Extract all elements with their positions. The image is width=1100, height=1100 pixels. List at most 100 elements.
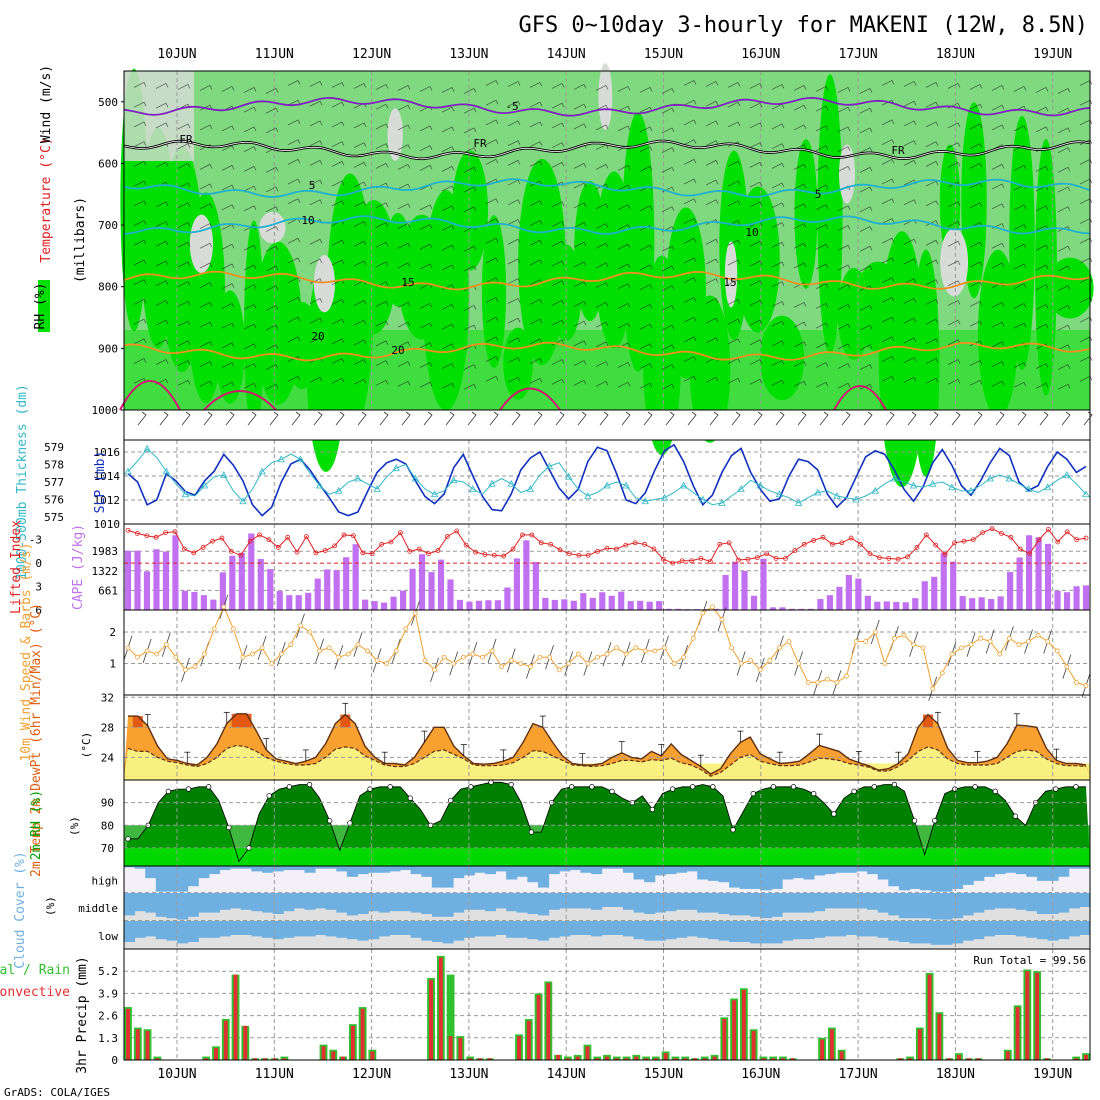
wind-barb [749,378,763,385]
wind-barb [947,122,961,129]
wind-barb [837,264,851,271]
thickness-point [181,490,190,498]
wind-barb [507,238,521,245]
cape-bar [608,595,615,610]
cloud-middle-bar [782,893,794,913]
cloud-high-bar [208,866,221,875]
cloud-high-bar [1026,866,1038,877]
precip-total-bar [280,1056,289,1060]
cape-bar [447,579,454,610]
wind-barb [925,82,939,88]
wind-barb [463,127,477,134]
wind-barb [1057,186,1071,193]
cloud-low-bar [877,921,889,938]
wind-speed-point [872,629,878,635]
date-label-top: 16JUN [741,47,780,62]
cloud-axis-label: Cloud Cover (%) [13,851,28,968]
contour-label: 5 [815,188,822,201]
wind-barb [859,324,873,331]
wind-barb [529,239,543,246]
wind-barb [639,303,653,310]
cape-bar [1026,535,1033,610]
wind-barb [859,186,873,193]
wind-barb [441,323,455,330]
contour-label: 10 [301,214,314,227]
cloud-high-bar [315,866,327,869]
wind-barb [353,240,367,247]
wind-barb [551,299,565,306]
cloud-high-bar [952,866,964,889]
wind-barb [199,380,213,387]
cape-bar [314,578,321,610]
wind-barb [441,205,455,212]
wind-barb [419,243,433,250]
wind-barb [309,317,323,324]
cloud-low-bar [697,921,709,938]
thickness-point [833,492,841,499]
wind-barb [177,202,191,209]
lifted-index-point [689,558,694,564]
wind-speed-point [652,648,658,654]
cloud-unit-label: (%) [44,896,57,916]
wind-barb [485,119,499,126]
wind-barb [815,125,829,132]
wind-barb [771,340,785,347]
lifted-index-point [923,532,929,538]
wind-speed-point [978,635,984,641]
cape-bar [675,608,682,610]
cloud-middle-bar [368,893,380,912]
wind-barb [133,220,147,226]
wind-speed-point [460,654,466,660]
wind-barb [419,322,433,329]
wind-barb [727,101,741,108]
cloud-high-bar [378,866,390,873]
wind-speed-point [508,657,514,663]
wind-barb [991,104,1005,111]
wind-barb [595,183,609,190]
precip-convective-bar [448,1036,453,1060]
wind-barb [771,143,785,149]
wind-barb [1057,364,1071,370]
wind-barb [617,105,631,112]
wind-speed-point [154,651,160,657]
cape-bar [779,607,786,610]
wind-barb [177,222,191,228]
wind-barb [793,321,807,328]
cape-bar [665,608,672,610]
thickness-axis-label: 1000-500mb Thickness (dm) [15,384,30,580]
precip-convective-bar [956,1054,961,1060]
thickness-point [258,467,266,475]
wind-barb [771,182,785,189]
wind-barb [485,316,499,323]
cape-tick-label: 1322 [92,565,119,578]
cloud-middle-bar [484,893,497,912]
wind-barb [309,376,323,383]
wind-barb [1035,363,1049,369]
wind-barb [155,102,169,109]
wind-barb [793,124,807,131]
cloud-middle-bar [580,893,592,909]
cloud-low-bar [198,921,210,938]
wind-barb [221,322,235,329]
precip-total-bar [759,1056,768,1060]
wind-barb [375,84,389,90]
cloud-high-bar [325,866,337,869]
cape-bar [1073,586,1080,610]
wind-barb [353,378,367,385]
cloud-middle-bar [973,893,985,913]
cloud-high-bar [251,866,263,872]
wind-barb [595,203,609,210]
wind-barb [221,204,235,211]
dewpoint-area [124,745,1090,777]
wind-speed-point [968,642,974,648]
wind-barb [617,224,631,230]
wind-barb [397,301,411,308]
wind-barb [203,411,213,426]
lifted-index-point [144,533,150,539]
cape-bar [760,558,767,610]
cloud-high-bar [177,866,189,892]
wind-barb [331,358,345,364]
cloud-high-bar [346,866,359,877]
pressure-tick-label: 700 [98,219,118,232]
